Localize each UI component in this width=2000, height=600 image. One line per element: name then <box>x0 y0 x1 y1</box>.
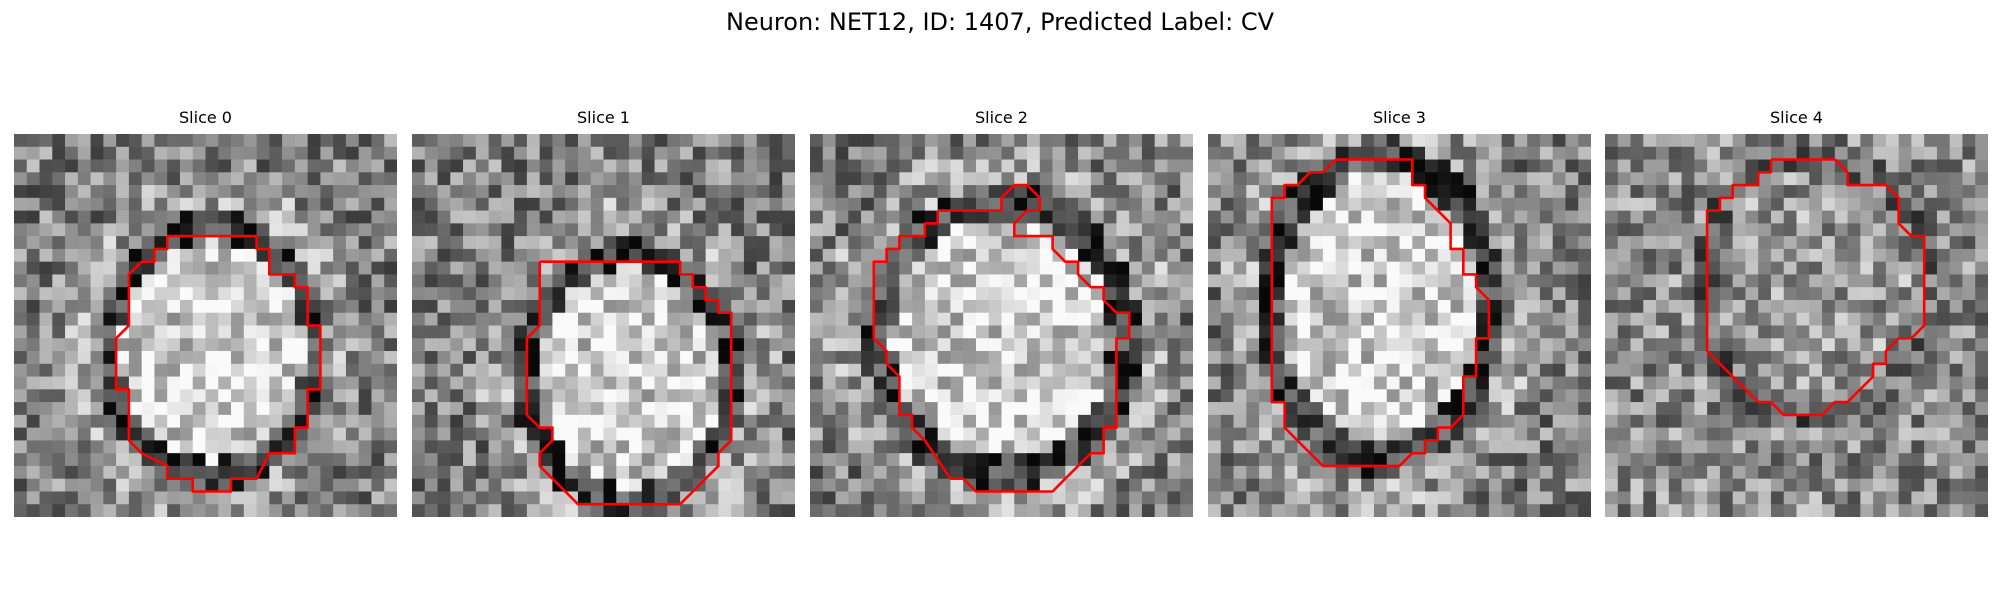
slice-panel: Slice 0 <box>14 108 397 517</box>
grayscale-pixels <box>1605 134 1988 517</box>
segmentation-contour <box>114 234 322 493</box>
slice-title: Slice 4 <box>1770 108 1823 127</box>
slice-image <box>412 134 795 517</box>
grayscale-pixels <box>1208 134 1591 517</box>
segmentation-contour <box>872 183 1131 493</box>
slice-panel: Slice 4 <box>1605 108 1988 517</box>
slice-image <box>1605 134 1988 517</box>
slice-image <box>1208 134 1591 517</box>
segmentation-contour <box>1705 158 1926 417</box>
slice-image <box>14 134 397 517</box>
grayscale-pixels <box>810 134 1193 517</box>
segmentation-contour <box>1270 158 1491 468</box>
slice-panel: Slice 1 <box>412 108 795 517</box>
slice-title: Slice 3 <box>1373 108 1426 127</box>
grayscale-pixels <box>14 134 397 517</box>
slice-title: Slice 1 <box>577 108 630 127</box>
segmentation-contour <box>525 260 733 506</box>
slice-image <box>810 134 1193 517</box>
slice-title: Slice 0 <box>179 108 232 127</box>
slice-panel: Slice 2 <box>810 108 1193 517</box>
grayscale-pixels <box>412 134 795 517</box>
figure-title: Neuron: NET12, ID: 1407, Predicted Label… <box>726 8 1274 36</box>
slice-panel: Slice 3 <box>1208 108 1591 517</box>
slice-title: Slice 2 <box>975 108 1028 127</box>
